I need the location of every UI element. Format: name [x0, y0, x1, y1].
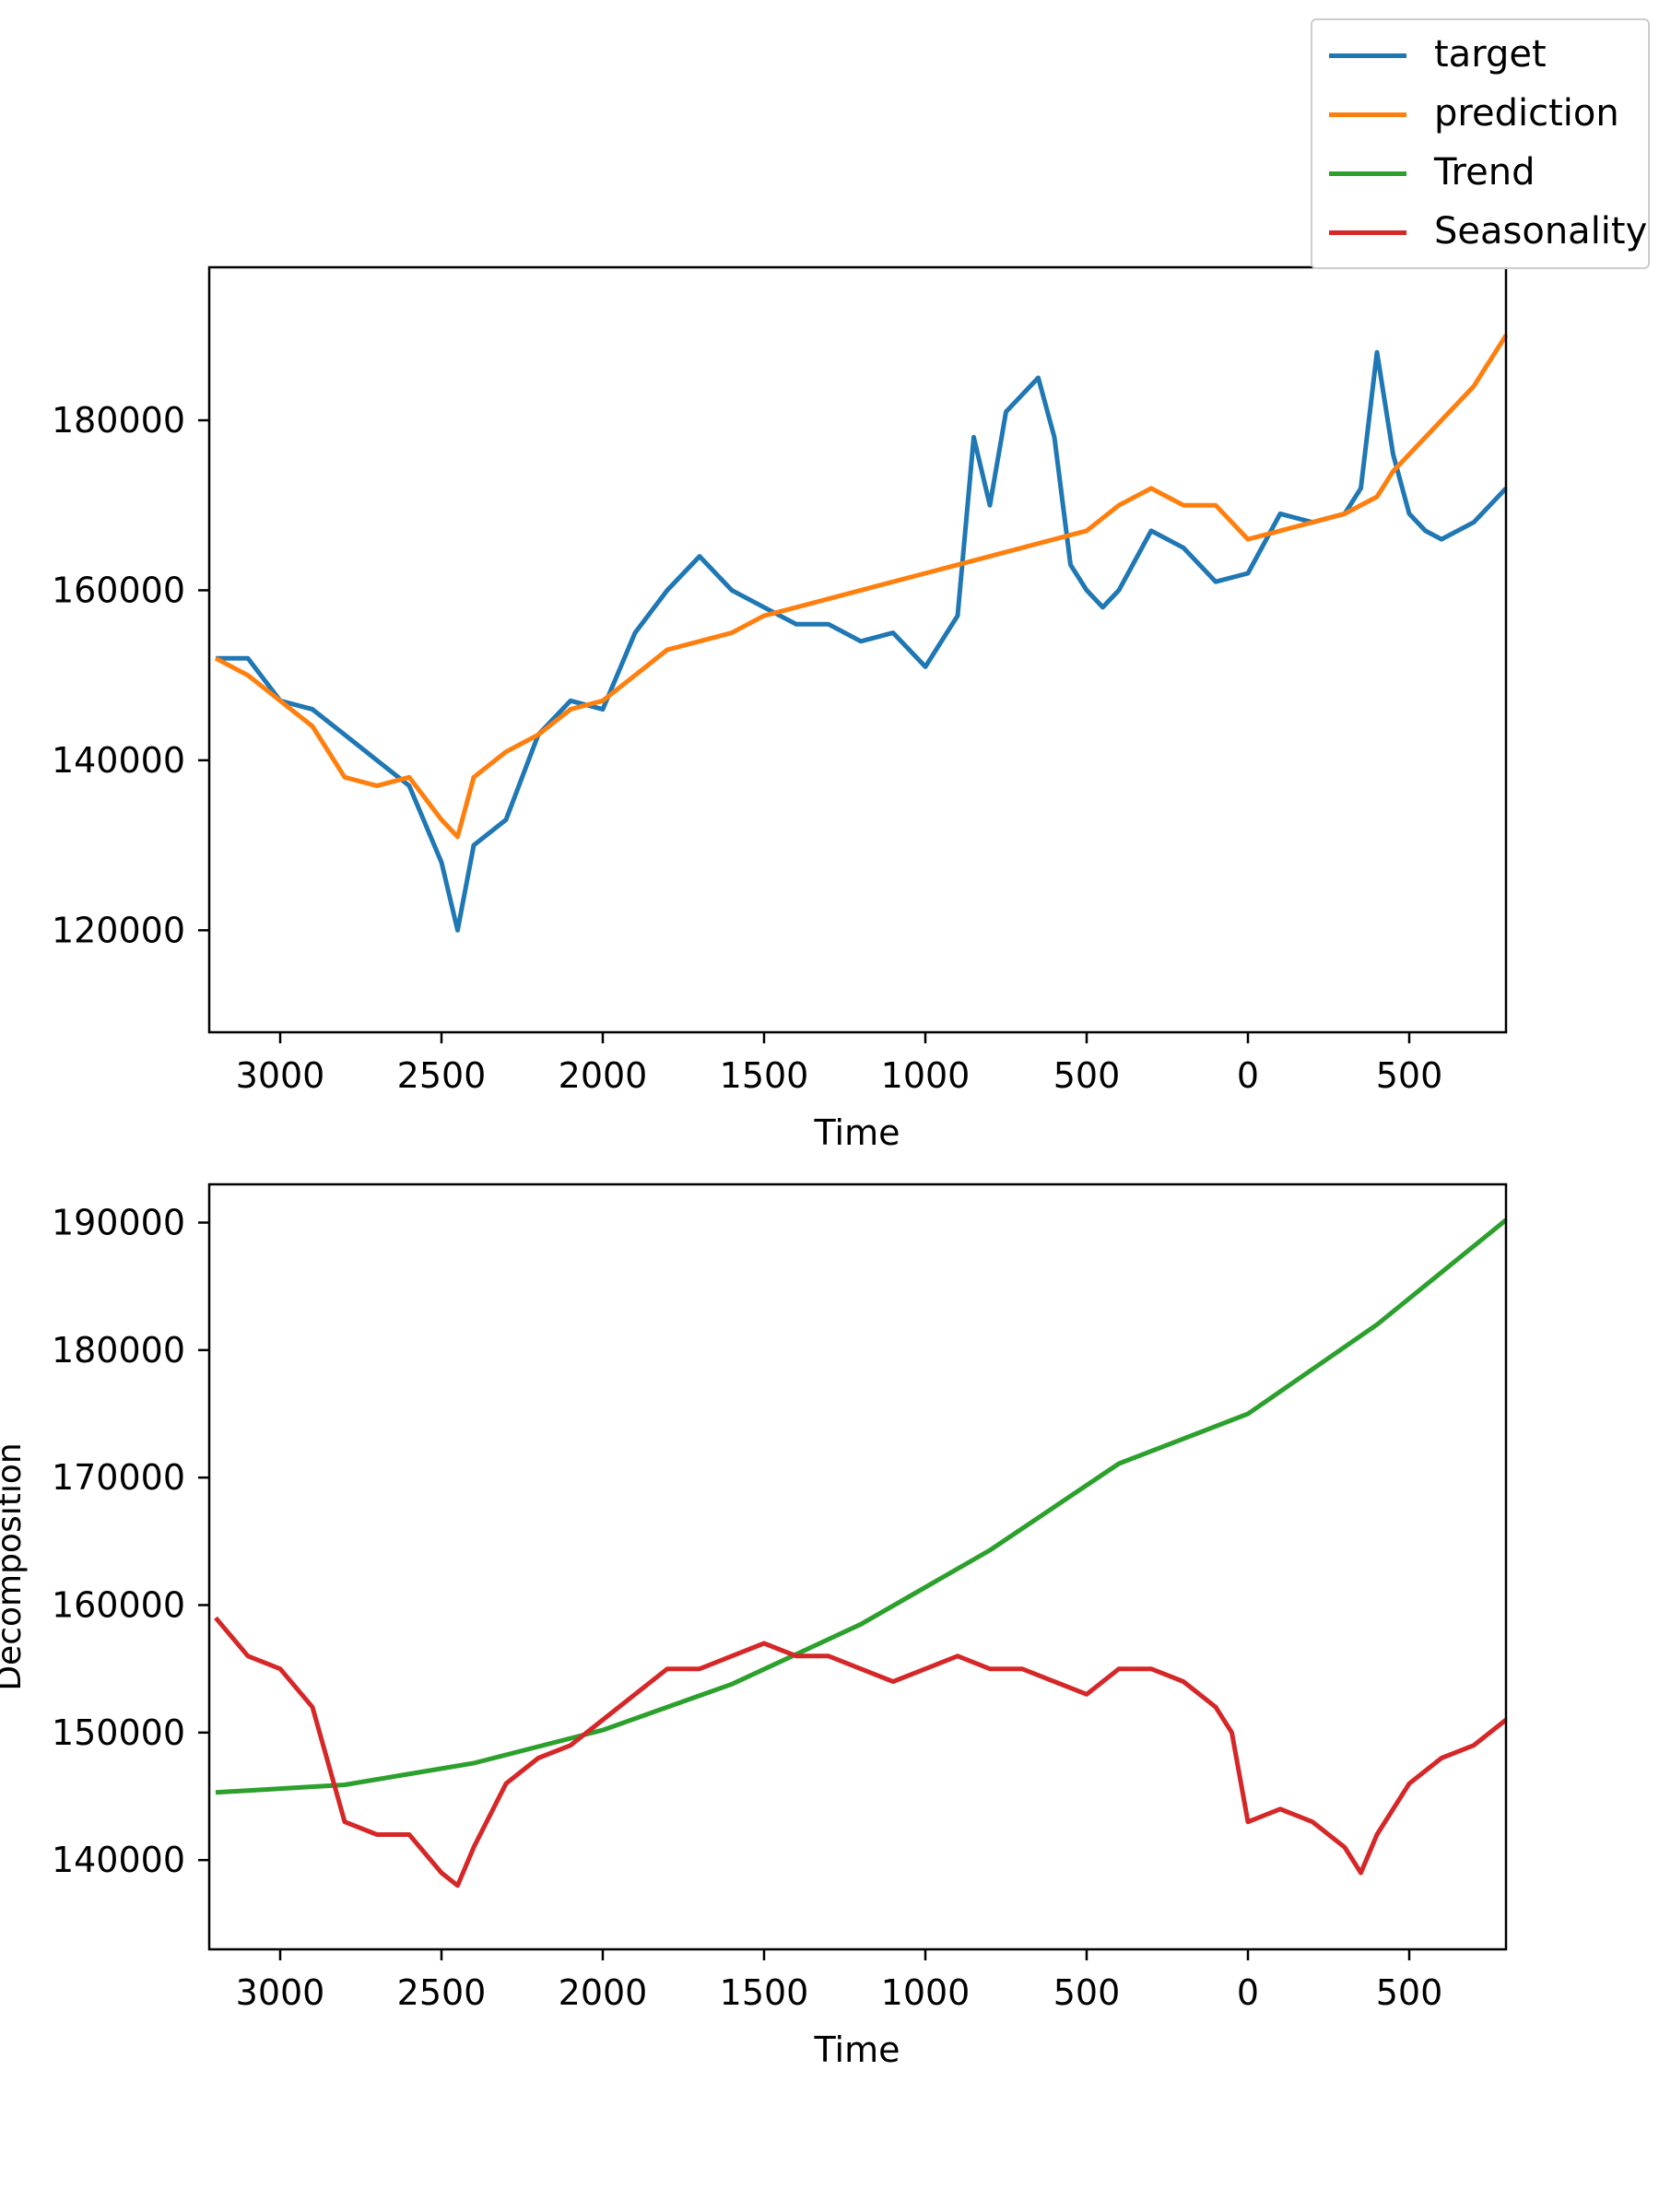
- top-axes: 3000 2500 2000 1500 1000 500 0 500 120000 140000 1…: [52, 265, 1509, 1153]
- y-tick-label: 140000: [52, 740, 185, 781]
- legend-swatch-target: [1329, 53, 1406, 58]
- x-tick-label: 1000: [881, 1972, 971, 2013]
- legend-item-trend: Trend: [1312, 144, 1648, 203]
- y-tick-label: 120000: [52, 910, 185, 950]
- bottom-y-axis-label: Decomposition: [0, 1442, 29, 1690]
- x-tick-label: 2500: [397, 1972, 487, 2013]
- x-tick-label: 1000: [881, 1055, 971, 1096]
- top-axis-ticks: 3000 2500 2000 1500 1000 500 0 500 120000 140000 1…: [52, 400, 1442, 1096]
- x-tick-label: 2500: [397, 1055, 487, 1096]
- y-tick-label: 170000: [52, 1457, 185, 1498]
- series-line-target: [216, 349, 1508, 933]
- series-line-seasonality: [214, 1616, 1508, 1888]
- y-tick-label: 180000: [52, 400, 185, 441]
- x-tick-label: 3000: [236, 1055, 325, 1096]
- legend-item-prediction: prediction: [1312, 85, 1648, 144]
- legend-swatch-trend: [1329, 171, 1406, 176]
- legend-label-prediction: prediction: [1434, 92, 1619, 135]
- bottom-axis-ticks: 3000 2500 2000 1500 1000 500 0 500 140000 150000 1…: [52, 1203, 1442, 2014]
- x-tick-label: 500: [1053, 1055, 1121, 1096]
- legend-item-target: target: [1312, 26, 1648, 85]
- bottom-plot-lines: [214, 1218, 1508, 1888]
- x-tick-label: 2000: [559, 1055, 648, 1096]
- legend-swatch-prediction: [1329, 112, 1406, 117]
- y-tick-label: 160000: [52, 570, 185, 610]
- x-tick-label: 3000: [236, 1972, 325, 2013]
- bottom-x-axis-label: Time: [814, 2030, 900, 2070]
- y-tick-label: 160000: [52, 1585, 185, 1626]
- series-line-trend: [215, 1218, 1508, 1795]
- legend-label-target: target: [1434, 33, 1547, 76]
- legend-label-seasonality: Seasonality: [1434, 210, 1648, 253]
- x-tick-label: 500: [1376, 1055, 1443, 1096]
- y-tick-label: 150000: [52, 1712, 185, 1753]
- top-plot-frame: [207, 265, 1508, 1034]
- y-tick-label: 140000: [52, 1840, 185, 1880]
- x-tick-label: 1500: [720, 1055, 809, 1096]
- y-tick-label: 180000: [52, 1330, 185, 1371]
- top-x-axis-label: Time: [814, 1112, 900, 1153]
- top-plot-lines: [214, 334, 1509, 933]
- bottom-axes: 3000 2500 2000 1500 1000 500 0 500 140000 150000 1…: [0, 1182, 1508, 2070]
- legend: target prediction Trend Seasonality: [1311, 18, 1650, 269]
- x-tick-label: 2000: [559, 1972, 648, 2013]
- legend-item-seasonality: Seasonality: [1312, 203, 1648, 262]
- bottom-plot-frame: [207, 1182, 1508, 1951]
- x-tick-label: 500: [1053, 1972, 1121, 2013]
- x-tick-label: 0: [1237, 1055, 1259, 1096]
- x-tick-label: 0: [1237, 1972, 1259, 2013]
- y-tick-label: 190000: [52, 1203, 185, 1243]
- legend-label-trend: Trend: [1434, 151, 1535, 194]
- legend-swatch-seasonality: [1329, 230, 1406, 235]
- x-tick-label: 500: [1376, 1972, 1443, 2013]
- x-tick-label: 1500: [720, 1972, 809, 2013]
- series-line-prediction: [214, 334, 1509, 840]
